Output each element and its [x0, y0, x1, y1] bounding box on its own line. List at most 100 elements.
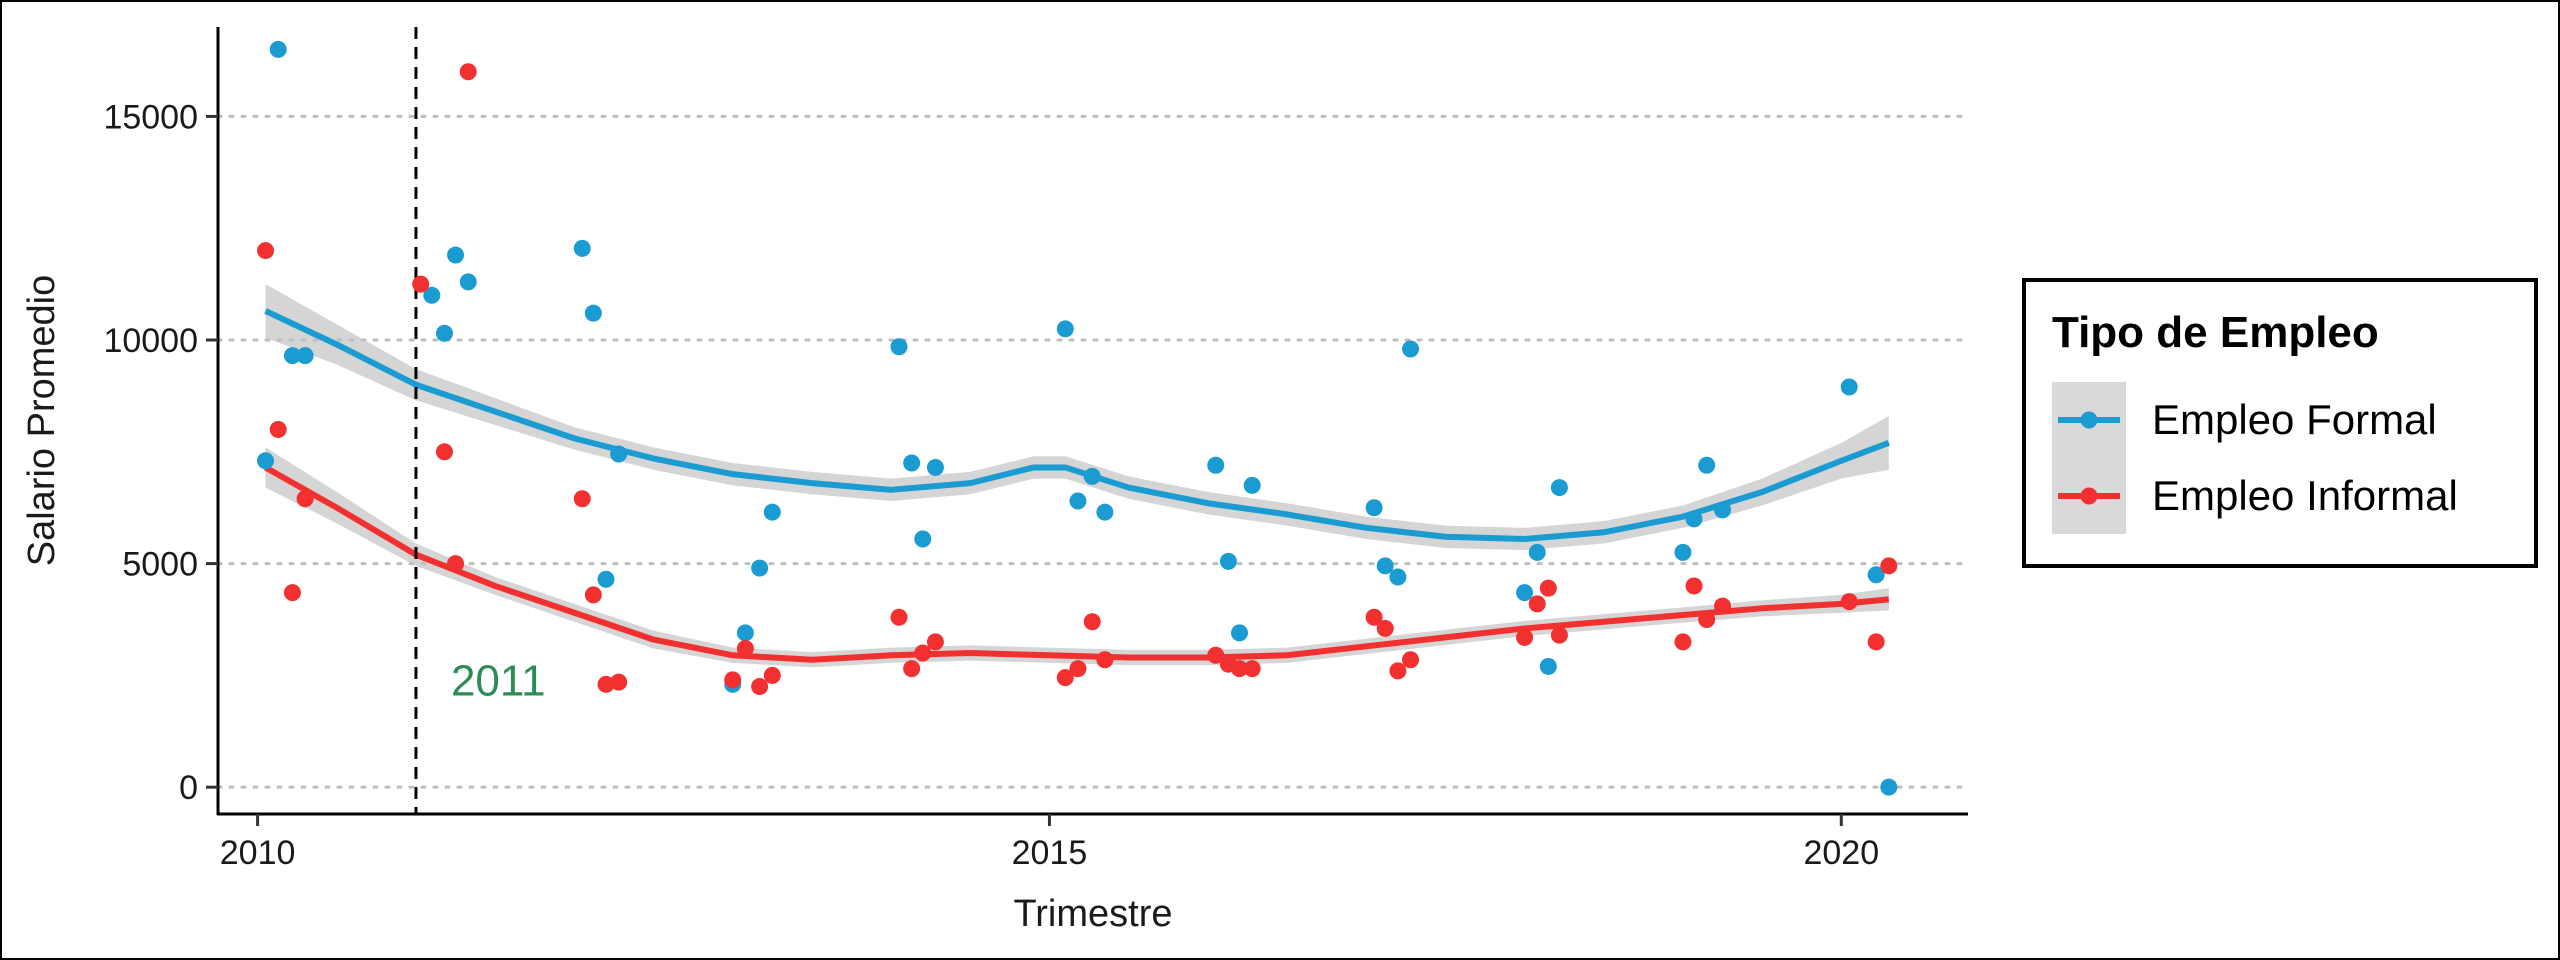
legend: Tipo de Empleo Empleo Formal Empleo Inform…: [2022, 278, 2538, 568]
point-formal: [736, 624, 754, 642]
point-informal: [1230, 660, 1248, 678]
point-informal: [573, 490, 591, 508]
point-informal: [435, 443, 453, 461]
point-formal: [1219, 552, 1237, 570]
point-informal: [1056, 669, 1074, 687]
point-formal: [1083, 467, 1101, 485]
point-informal: [1867, 633, 1885, 651]
point-formal: [890, 338, 908, 356]
x-tick-label: 2020: [1803, 834, 1879, 872]
smooth-lines: [264, 308, 1890, 663]
point-formal: [1550, 479, 1568, 497]
point-informal: [1365, 608, 1383, 626]
point-formal: [1056, 320, 1074, 338]
point-informal: [1402, 651, 1420, 669]
point-formal: [435, 324, 453, 342]
point-formal: [459, 273, 477, 291]
point-informal: [1698, 610, 1716, 628]
point-informal: [257, 242, 275, 260]
y-axis-title: Salario Promedio: [21, 275, 63, 566]
legend-key-point: [2080, 487, 2098, 505]
point-informal: [1880, 557, 1898, 575]
x-axis-title: Trimestre: [1013, 893, 1172, 935]
point-formal: [1698, 456, 1716, 474]
point-informal: [926, 633, 944, 651]
point-informal: [1840, 593, 1858, 611]
grid-lines: [216, 114, 1970, 789]
confidence-bands: [265, 284, 1889, 668]
point-formal: [584, 304, 602, 322]
point-formal: [1207, 456, 1225, 474]
point-formal: [914, 530, 932, 548]
point-formal: [423, 286, 441, 304]
point-informal: [459, 63, 477, 81]
point-informal: [1083, 613, 1101, 631]
point-formal: [926, 458, 944, 476]
point-formal: [1840, 378, 1858, 396]
legend-label: Empleo Informal: [2152, 472, 2458, 519]
point-informal: [412, 275, 430, 293]
axes: 0 5000 10000 15000 2010 2015 2020 Trimestre Sala…: [21, 27, 1968, 935]
point-formal: [1539, 657, 1557, 675]
point-formal: [573, 239, 591, 257]
point-formal: [1069, 492, 1087, 510]
year-annotation: 2011: [451, 657, 546, 706]
point-informal: [1096, 651, 1114, 669]
point-informal: [1389, 662, 1407, 680]
point-formal: [610, 445, 628, 463]
point-formal: [296, 347, 314, 365]
point-informal: [1685, 577, 1703, 595]
point-informal: [597, 675, 615, 693]
point-informal: [1674, 633, 1692, 651]
data-points: [257, 40, 1898, 796]
point-formal: [1528, 543, 1546, 561]
point-informal: [1243, 660, 1261, 678]
point-formal: [903, 454, 921, 472]
point-formal: [1365, 499, 1383, 517]
point-informal: [890, 608, 908, 626]
point-formal: [447, 246, 465, 264]
y-tick-label: 15000: [103, 98, 198, 136]
point-informal: [269, 420, 287, 438]
y-tick-label: 0: [179, 769, 198, 807]
point-informal: [736, 640, 754, 658]
x-tick-label: 2015: [1012, 834, 1088, 872]
point-formal: [1516, 584, 1534, 602]
point-informal: [283, 584, 301, 602]
point-informal: [1714, 597, 1732, 615]
point-informal: [914, 644, 932, 662]
point-formal: [1243, 476, 1261, 494]
point-formal: [751, 559, 769, 577]
smooth-line-informal: [264, 464, 1890, 663]
reference-line: 2011: [414, 27, 546, 814]
point-formal: [1880, 778, 1898, 796]
point-informal: [1069, 660, 1087, 678]
x-tick-label: 2010: [220, 834, 296, 872]
point-formal: [763, 503, 781, 521]
point-informal: [1516, 628, 1534, 646]
point-formal: [1714, 501, 1732, 519]
point-informal: [584, 586, 602, 604]
point-informal: [447, 555, 465, 573]
point-informal: [1550, 626, 1568, 644]
point-formal: [597, 570, 615, 588]
point-informal: [724, 671, 742, 689]
y-tick-label: 10000: [103, 322, 198, 360]
point-informal: [763, 666, 781, 684]
point-formal: [1376, 557, 1394, 575]
point-informal: [751, 678, 769, 696]
point-formal: [1389, 568, 1407, 586]
legend-key-point: [2080, 411, 2098, 429]
smooth-line-formal: [264, 308, 1890, 542]
point-informal: [1376, 619, 1394, 637]
point-informal: [903, 660, 921, 678]
legend-label: Empleo Formal: [2152, 396, 2437, 443]
point-formal: [269, 40, 287, 58]
point-formal: [1230, 624, 1248, 642]
point-formal: [1867, 566, 1885, 584]
point-informal: [296, 490, 314, 508]
legend-title: Tipo de Empleo: [2052, 308, 2379, 357]
point-formal: [257, 452, 275, 470]
